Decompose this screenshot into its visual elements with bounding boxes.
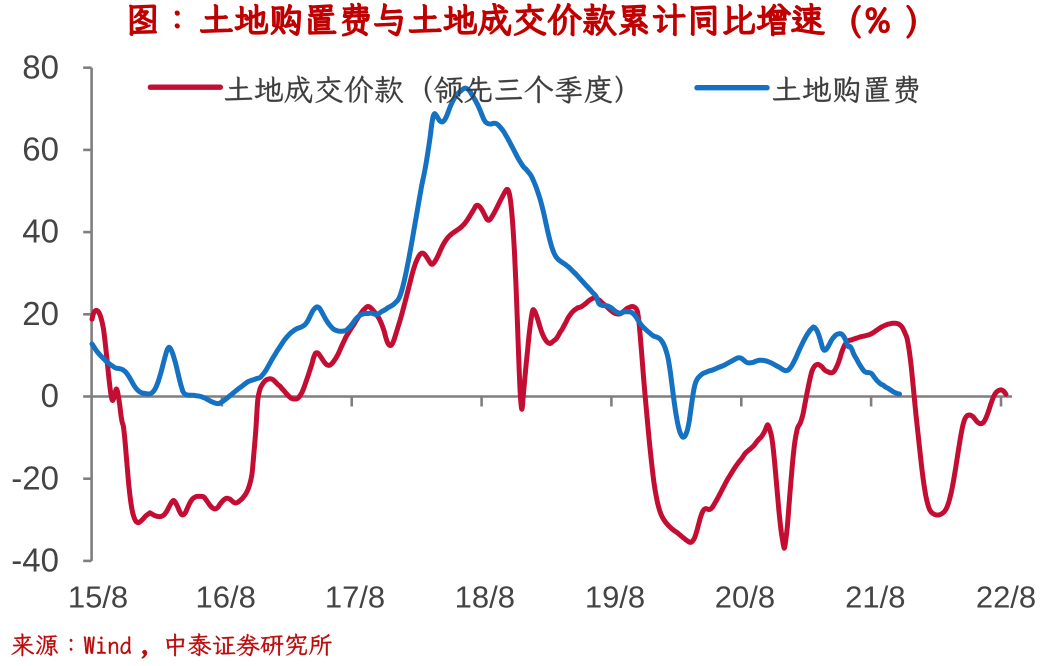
svg-text:22/8: 22/8 — [976, 579, 1036, 614]
svg-text:15/8: 15/8 — [68, 579, 128, 614]
svg-text:60: 60 — [22, 131, 59, 168]
svg-text:21/8: 21/8 — [845, 579, 905, 614]
svg-text:40: 40 — [22, 213, 59, 250]
svg-text:16/8: 16/8 — [196, 579, 256, 614]
svg-text:80: 80 — [22, 48, 59, 85]
svg-text:17/8: 17/8 — [325, 579, 385, 614]
svg-text:20: 20 — [22, 295, 59, 332]
svg-text:20/8: 20/8 — [715, 579, 775, 614]
svg-text:0: 0 — [41, 377, 59, 414]
svg-text:-40: -40 — [11, 542, 59, 579]
svg-text:-20: -20 — [11, 459, 59, 496]
svg-text:18/8: 18/8 — [455, 579, 515, 614]
svg-text:19/8: 19/8 — [585, 579, 645, 614]
